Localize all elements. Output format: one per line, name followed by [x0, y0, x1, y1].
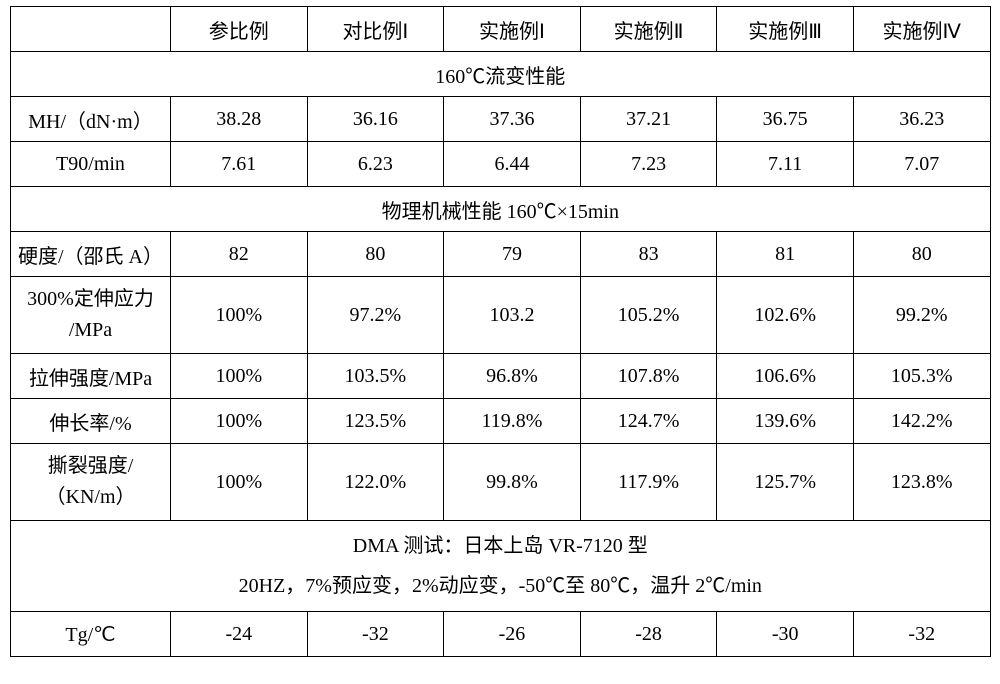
cell: 124.7%	[580, 399, 717, 444]
cell: 100%	[171, 277, 308, 354]
section-physical-title: 物理机械性能 160℃×15min	[11, 187, 991, 232]
cell: 107.8%	[580, 354, 717, 399]
cell: 100%	[171, 444, 308, 521]
header-col-3: 实施例Ⅰ	[444, 7, 581, 52]
section-dma: DMA 测试：日本上岛 VR-7120 型 20HZ，7%预应变，2%动应变，-…	[11, 521, 991, 612]
cell: 117.9%	[580, 444, 717, 521]
header-col-2: 对比例Ⅰ	[307, 7, 444, 52]
cell: 103.5%	[307, 354, 444, 399]
cell: 7.61	[171, 142, 308, 187]
section-dma-cell: DMA 测试：日本上岛 VR-7120 型 20HZ，7%预应变，2%动应变，-…	[11, 521, 991, 612]
cell: 96.8%	[444, 354, 581, 399]
cell: 99.8%	[444, 444, 581, 521]
header-blank	[11, 7, 171, 52]
cell: 119.8%	[444, 399, 581, 444]
cell: 123.8%	[853, 444, 990, 521]
section-dma-line1: DMA 测试：日本上岛 VR-7120 型	[353, 535, 648, 557]
properties-table: 参比例 对比例Ⅰ 实施例Ⅰ 实施例Ⅱ 实施例Ⅲ 实施例Ⅳ 160℃流变性能 MH…	[10, 6, 991, 657]
cell: 142.2%	[853, 399, 990, 444]
row-elong: 伸长率/% 100% 123.5% 119.8% 124.7% 139.6% 1…	[11, 399, 991, 444]
cell: 7.07	[853, 142, 990, 187]
cell: -32	[853, 612, 990, 657]
cell: 37.36	[444, 97, 581, 142]
row-tensile-label: 拉伸强度/MPa	[11, 354, 171, 399]
cell: 36.75	[717, 97, 854, 142]
header-col-6: 实施例Ⅳ	[853, 7, 990, 52]
cell: 38.28	[171, 97, 308, 142]
cell: 79	[444, 232, 581, 277]
row-hardness: 硬度/（邵氏 A） 82 80 79 83 81 80	[11, 232, 991, 277]
cell: 139.6%	[717, 399, 854, 444]
row-mh: MH/（dN·m） 38.28 36.16 37.36 37.21 36.75 …	[11, 97, 991, 142]
row-tensile: 拉伸强度/MPa 100% 103.5% 96.8% 107.8% 106.6%…	[11, 354, 991, 399]
cell: 123.5%	[307, 399, 444, 444]
section-dma-line2: 20HZ，7%预应变，2%动应变，-50℃至 80℃，温升 2℃/min	[239, 575, 762, 597]
cell: 7.23	[580, 142, 717, 187]
section-rheology-title: 160℃流变性能	[11, 52, 991, 97]
row-stress300-label-l2: /MPa	[69, 319, 112, 341]
section-rheology: 160℃流变性能	[11, 52, 991, 97]
row-stress300-label-l1: 300%定伸应力	[27, 288, 154, 310]
row-tg: Tg/℃ -24 -32 -26 -28 -30 -32	[11, 612, 991, 657]
cell: 83	[580, 232, 717, 277]
cell: 105.3%	[853, 354, 990, 399]
row-tear-label: 撕裂强度/ （KN/m）	[11, 444, 171, 521]
cell: -26	[444, 612, 581, 657]
cell: 105.2%	[580, 277, 717, 354]
row-tear-label-l2: （KN/m）	[46, 486, 136, 508]
cell: -30	[717, 612, 854, 657]
cell: 81	[717, 232, 854, 277]
cell: -24	[171, 612, 308, 657]
cell: 7.11	[717, 142, 854, 187]
cell: 103.2	[444, 277, 581, 354]
cell: 100%	[171, 399, 308, 444]
row-t90: T90/min 7.61 6.23 6.44 7.23 7.11 7.07	[11, 142, 991, 187]
row-tear: 撕裂强度/ （KN/m） 100% 122.0% 99.8% 117.9% 12…	[11, 444, 991, 521]
row-stress300: 300%定伸应力 /MPa 100% 97.2% 103.2 105.2% 10…	[11, 277, 991, 354]
cell: 6.44	[444, 142, 581, 187]
row-elong-label: 伸长率/%	[11, 399, 171, 444]
cell: 80	[307, 232, 444, 277]
cell: 102.6%	[717, 277, 854, 354]
cell: 36.23	[853, 97, 990, 142]
cell: 106.6%	[717, 354, 854, 399]
cell: 37.21	[580, 97, 717, 142]
cell: 80	[853, 232, 990, 277]
cell: 100%	[171, 354, 308, 399]
header-col-1: 参比例	[171, 7, 308, 52]
cell: 99.2%	[853, 277, 990, 354]
row-tg-label: Tg/℃	[11, 612, 171, 657]
header-col-5: 实施例Ⅲ	[717, 7, 854, 52]
cell: 125.7%	[717, 444, 854, 521]
cell: 82	[171, 232, 308, 277]
cell: -32	[307, 612, 444, 657]
table-header-row: 参比例 对比例Ⅰ 实施例Ⅰ 实施例Ⅱ 实施例Ⅲ 实施例Ⅳ	[11, 7, 991, 52]
row-stress300-label: 300%定伸应力 /MPa	[11, 277, 171, 354]
cell: 97.2%	[307, 277, 444, 354]
row-hardness-label: 硬度/（邵氏 A）	[11, 232, 171, 277]
row-tear-label-l1: 撕裂强度/	[48, 455, 134, 477]
row-t90-label: T90/min	[11, 142, 171, 187]
cell: -28	[580, 612, 717, 657]
cell: 6.23	[307, 142, 444, 187]
cell: 122.0%	[307, 444, 444, 521]
header-col-4: 实施例Ⅱ	[580, 7, 717, 52]
section-physical: 物理机械性能 160℃×15min	[11, 187, 991, 232]
row-mh-label: MH/（dN·m）	[11, 97, 171, 142]
cell: 36.16	[307, 97, 444, 142]
